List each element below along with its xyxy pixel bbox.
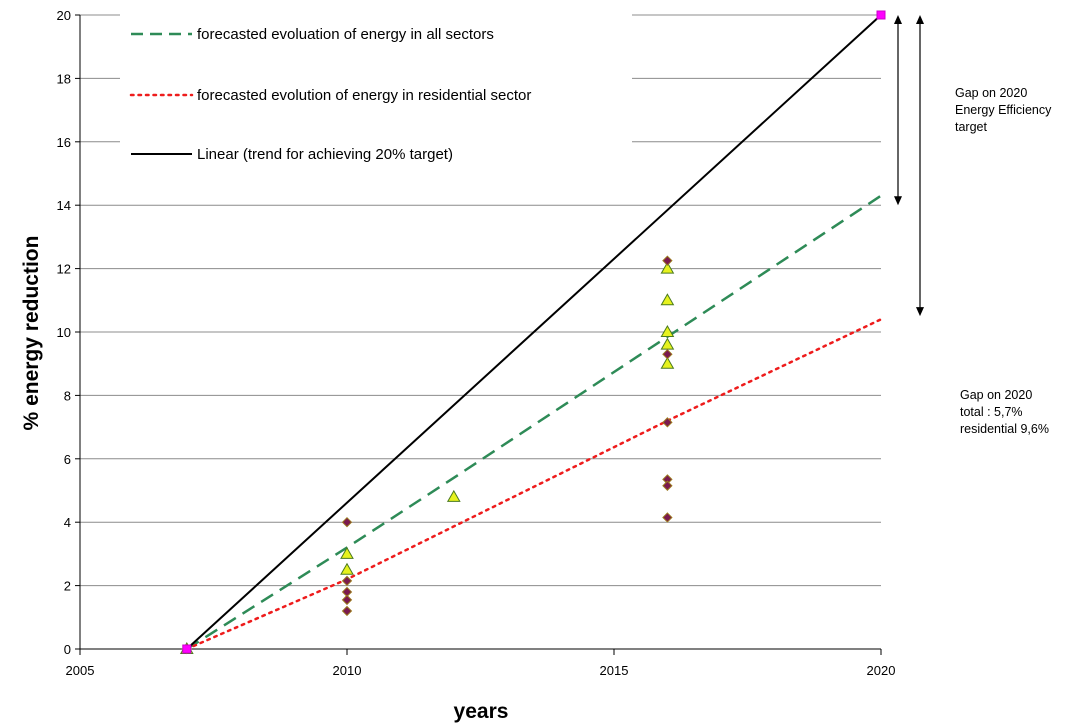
point-marker-triangle [340, 562, 354, 575]
y-tick-labels: 0 2 4 6 8 10 12 14 16 18 20 [57, 8, 71, 657]
point-marker-diamond [662, 480, 673, 491]
gap-arrow-head-bottom [916, 307, 924, 317]
legend-background [120, 10, 632, 180]
gap-arrows [894, 15, 924, 317]
gap-note-efficiency-line-1: Gap on 2020 [955, 86, 1027, 100]
x-tick-label: 2020 [867, 663, 896, 678]
point-marker-square [876, 10, 886, 20]
y-tick-label: 16 [57, 135, 71, 150]
y-tick-label: 0 [64, 642, 71, 657]
gap-note-totals-line-3: residential 9,6% [960, 422, 1049, 436]
gap-note-efficiency: Gap on 2020 Energy Efficiency target [955, 86, 1052, 134]
gap-arrow-head-top [916, 15, 924, 24]
point-marker-triangle [660, 324, 675, 337]
point-marker-triangle [660, 356, 675, 369]
point-marker-triangle [660, 261, 675, 274]
y-tick-label: 10 [57, 325, 71, 340]
gap-arrow-head-top [894, 15, 902, 24]
point-marker-triangle [660, 337, 675, 350]
series-line-residential [185, 318, 883, 651]
point-marker-triangle [446, 489, 461, 502]
x-axis-title: years [454, 700, 509, 723]
y-tick-label: 6 [64, 452, 71, 467]
point-marker-diamond [662, 512, 673, 523]
series-line-all-sectors [186, 194, 882, 651]
legend-label-residential: forecasted evolution of energy in reside… [197, 87, 531, 104]
gap-note-totals-line-1: Gap on 2020 [960, 388, 1032, 402]
x-tick-labels: 2005 2010 2015 2020 [66, 663, 896, 678]
x-tick-label: 2005 [66, 663, 95, 678]
axes [75, 14, 882, 655]
gap-note-efficiency-line-3: target [955, 120, 987, 134]
y-tick-label: 14 [57, 198, 71, 213]
gap-arrow-head-bottom [894, 196, 902, 206]
gap-note-efficiency-line-2: Energy Efficiency [955, 103, 1052, 117]
point-marker-diamond [341, 605, 353, 617]
y-tick-label: 8 [64, 388, 71, 403]
gap-note-totals-line-2: total : 5,7% [960, 405, 1023, 419]
y-tick-label: 12 [57, 262, 71, 277]
point-marker-triangle [660, 293, 675, 306]
point-marker-square [182, 644, 192, 654]
legend: forecasted evoluation of energy in all s… [120, 10, 632, 180]
y-tick-label: 20 [57, 8, 71, 23]
point-marker-triangle [340, 546, 354, 559]
y-axis-title: % energy reduction [20, 236, 43, 431]
y-tick-label: 4 [64, 515, 71, 530]
point-marker-diamond [662, 255, 673, 266]
point-marker-diamond [341, 516, 353, 528]
x-tick-label: 2010 [333, 663, 362, 678]
data-markers [179, 10, 886, 655]
series-lines [185, 14, 883, 651]
gap-note-totals: Gap on 2020 total : 5,7% residential 9,6… [960, 388, 1049, 436]
point-marker-diamond [341, 594, 353, 606]
legend-label-all-sectors: forecasted evoluation of energy in all s… [197, 26, 494, 43]
series-line-linear-trend [186, 14, 882, 650]
legend-label-linear: Linear (trend for achieving 20% target) [197, 146, 453, 163]
point-marker-diamond [662, 417, 673, 428]
y-tick-label: 2 [64, 579, 71, 594]
x-tick-label: 2015 [600, 663, 629, 678]
y-tick-label: 18 [57, 71, 71, 86]
point-marker-diamond [662, 348, 673, 360]
point-marker-diamond [341, 575, 353, 587]
